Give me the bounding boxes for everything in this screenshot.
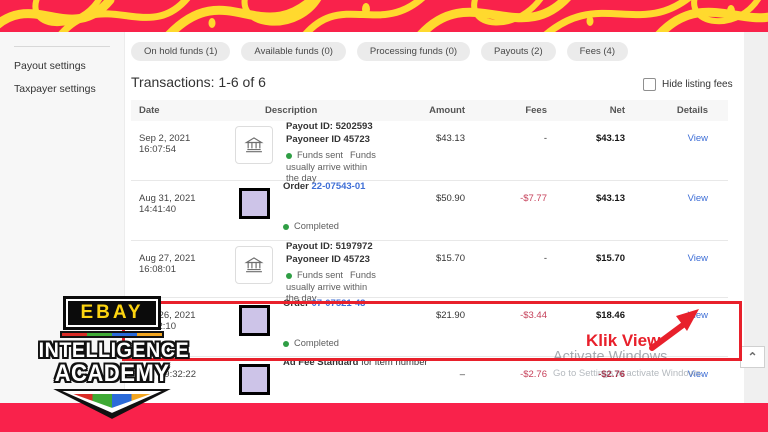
tab-processing-funds[interactable]: Processing funds (0): [356, 42, 471, 61]
transaction-amount: $50.90: [435, 193, 465, 204]
ebay-intelligence-academy-logo: EBAY INTELLIGENCE ACADEMY: [34, 299, 190, 419]
klik-view-annotation: Klik View: [586, 331, 661, 350]
header-amount: Amount: [429, 105, 465, 116]
header-date: Date: [139, 105, 160, 116]
transaction-fees: -: [543, 133, 547, 144]
transaction-net: -$2.76: [598, 369, 625, 380]
transaction-amount: $43.13: [435, 133, 465, 144]
order-label: Order: [283, 181, 309, 192]
funds-filter-tabs: On hold funds (1) Available funds (0) Pr…: [131, 42, 628, 61]
transaction-amount: –: [459, 369, 465, 380]
transaction-status: Funds sent Funds usually arrive within th…: [286, 270, 376, 304]
transaction-fees: -$3.44: [520, 310, 547, 321]
bank-icon: [235, 126, 273, 164]
tab-payouts[interactable]: Payouts (2): [481, 42, 556, 61]
logo-academy-text: ACADEMY: [54, 360, 170, 388]
scrollbar-track[interactable]: [744, 32, 768, 403]
tab-available-funds[interactable]: Available funds (0): [241, 42, 346, 61]
product-thumbnail: [239, 188, 270, 219]
fee-label: Ad Fee Standard: [283, 357, 359, 368]
transaction-description: Payout ID: 5202593 Payoneer ID 45723 Fun…: [227, 121, 377, 185]
header-net: Net: [609, 105, 625, 116]
fee-description: for item number: [358, 357, 428, 368]
transaction-amount: $15.70: [435, 253, 465, 264]
tab-fees[interactable]: Fees (4): [566, 42, 628, 61]
transaction-fees: -: [543, 253, 547, 264]
header-fees: Fees: [525, 105, 547, 116]
logo-color-stripes: [60, 331, 164, 338]
header-description: Description: [265, 105, 318, 116]
transaction-fees: -$2.76: [520, 369, 547, 380]
view-link[interactable]: View: [687, 369, 708, 380]
payout-id: Payout ID: 5197972: [286, 241, 373, 252]
transaction-date: Aug 27, 2021 16:08:01: [139, 253, 196, 275]
transaction-description: Ad Fee Standard for item number: [227, 357, 428, 395]
transactions-heading: Transactions: 1-6 of 6: [131, 74, 266, 90]
sidebar-divider: [14, 46, 110, 47]
transaction-description: Order 07-07521-43 Completed: [227, 298, 377, 350]
scroll-to-top-button[interactable]: ⌃: [740, 346, 765, 368]
hide-listing-fees-control: Hide listing fees: [643, 78, 733, 91]
view-link[interactable]: View: [687, 133, 708, 144]
view-link-target[interactable]: View: [687, 310, 708, 321]
tab-on-hold-funds[interactable]: On hold funds (1): [131, 42, 231, 61]
transactions-table: Date Description Amount Fees Net Details…: [131, 100, 728, 427]
transaction-description: Payout ID: 5197972 Payoneer ID 45723 Fun…: [227, 241, 377, 305]
status-dot-icon: [286, 152, 292, 159]
payoneer-id: Payoneer ID 45723: [286, 254, 370, 265]
floral-pattern-graphic: [0, 0, 768, 48]
transaction-net: $15.70: [595, 253, 625, 264]
status-dot-icon: [283, 340, 289, 347]
table-row: Aug 27, 2021 16:08:01 Payout ID: 5197972…: [131, 241, 728, 303]
transaction-date: 19:32:22: [159, 369, 196, 380]
view-link[interactable]: View: [687, 253, 708, 264]
transaction-status: Completed: [283, 338, 377, 350]
transaction-net: $18.46: [595, 310, 625, 321]
order-number-link[interactable]: 22-07543-01: [311, 181, 366, 192]
payoneer-id: Payoneer ID 45723: [286, 134, 370, 145]
header-details: Details: [676, 105, 708, 116]
order-label: Order: [283, 298, 309, 309]
transaction-net: $43.13: [595, 133, 625, 144]
status-dot-icon: [283, 223, 289, 230]
order-number-link[interactable]: 07-07521-43: [311, 298, 366, 309]
product-thumbnail: [239, 305, 270, 336]
sidebar-item-taxpayer-settings[interactable]: Taxpayer settings: [14, 83, 96, 95]
table-row: Aug 31, 2021 14:41:40 Order 22-07543-01 …: [131, 181, 728, 241]
transaction-status: Funds sent Funds usually arrive within th…: [286, 150, 376, 184]
transaction-net: $43.13: [595, 193, 625, 204]
transaction-fees: -$7.77: [520, 193, 547, 204]
logo-ebay-plate: EBAY: [66, 299, 158, 327]
transaction-description: Order 22-07543-01 Completed: [227, 181, 377, 233]
bank-icon: [235, 246, 273, 284]
sidebar-item-payout-settings[interactable]: Payout settings: [14, 60, 86, 72]
settings-sidebar: Payout settings Taxpayer settings: [0, 32, 125, 403]
view-link[interactable]: View: [687, 193, 708, 204]
payout-id: Payout ID: 5202593: [286, 121, 373, 132]
hide-listing-fees-label: Hide listing fees: [662, 79, 733, 90]
transaction-amount: $21.90: [435, 310, 465, 321]
transaction-date: Sep 2, 2021 16:07:54: [139, 133, 191, 155]
table-row: Sep 2, 2021 16:07:54 Payout ID: 5202593 …: [131, 121, 728, 183]
status-dot-icon: [286, 272, 292, 279]
logo-shield-tip: [53, 388, 171, 419]
transaction-date: Aug 31, 2021 14:41:40: [139, 193, 196, 215]
transactions-panel: On hold funds (1) Available funds (0) Pr…: [126, 32, 738, 403]
decorative-top-banner: [0, 0, 768, 48]
hide-listing-fees-checkbox[interactable]: [643, 78, 656, 91]
transaction-status: Completed: [283, 221, 377, 233]
product-thumbnail: [239, 364, 270, 395]
logo-intelligence-text: INTELLIGENCE: [38, 339, 190, 362]
table-header-row: Date Description Amount Fees Net Details: [131, 100, 728, 121]
table-row: 19:32:22 Ad Fee Standard for item number…: [131, 357, 728, 427]
annotation-arrow-icon: [649, 309, 699, 351]
